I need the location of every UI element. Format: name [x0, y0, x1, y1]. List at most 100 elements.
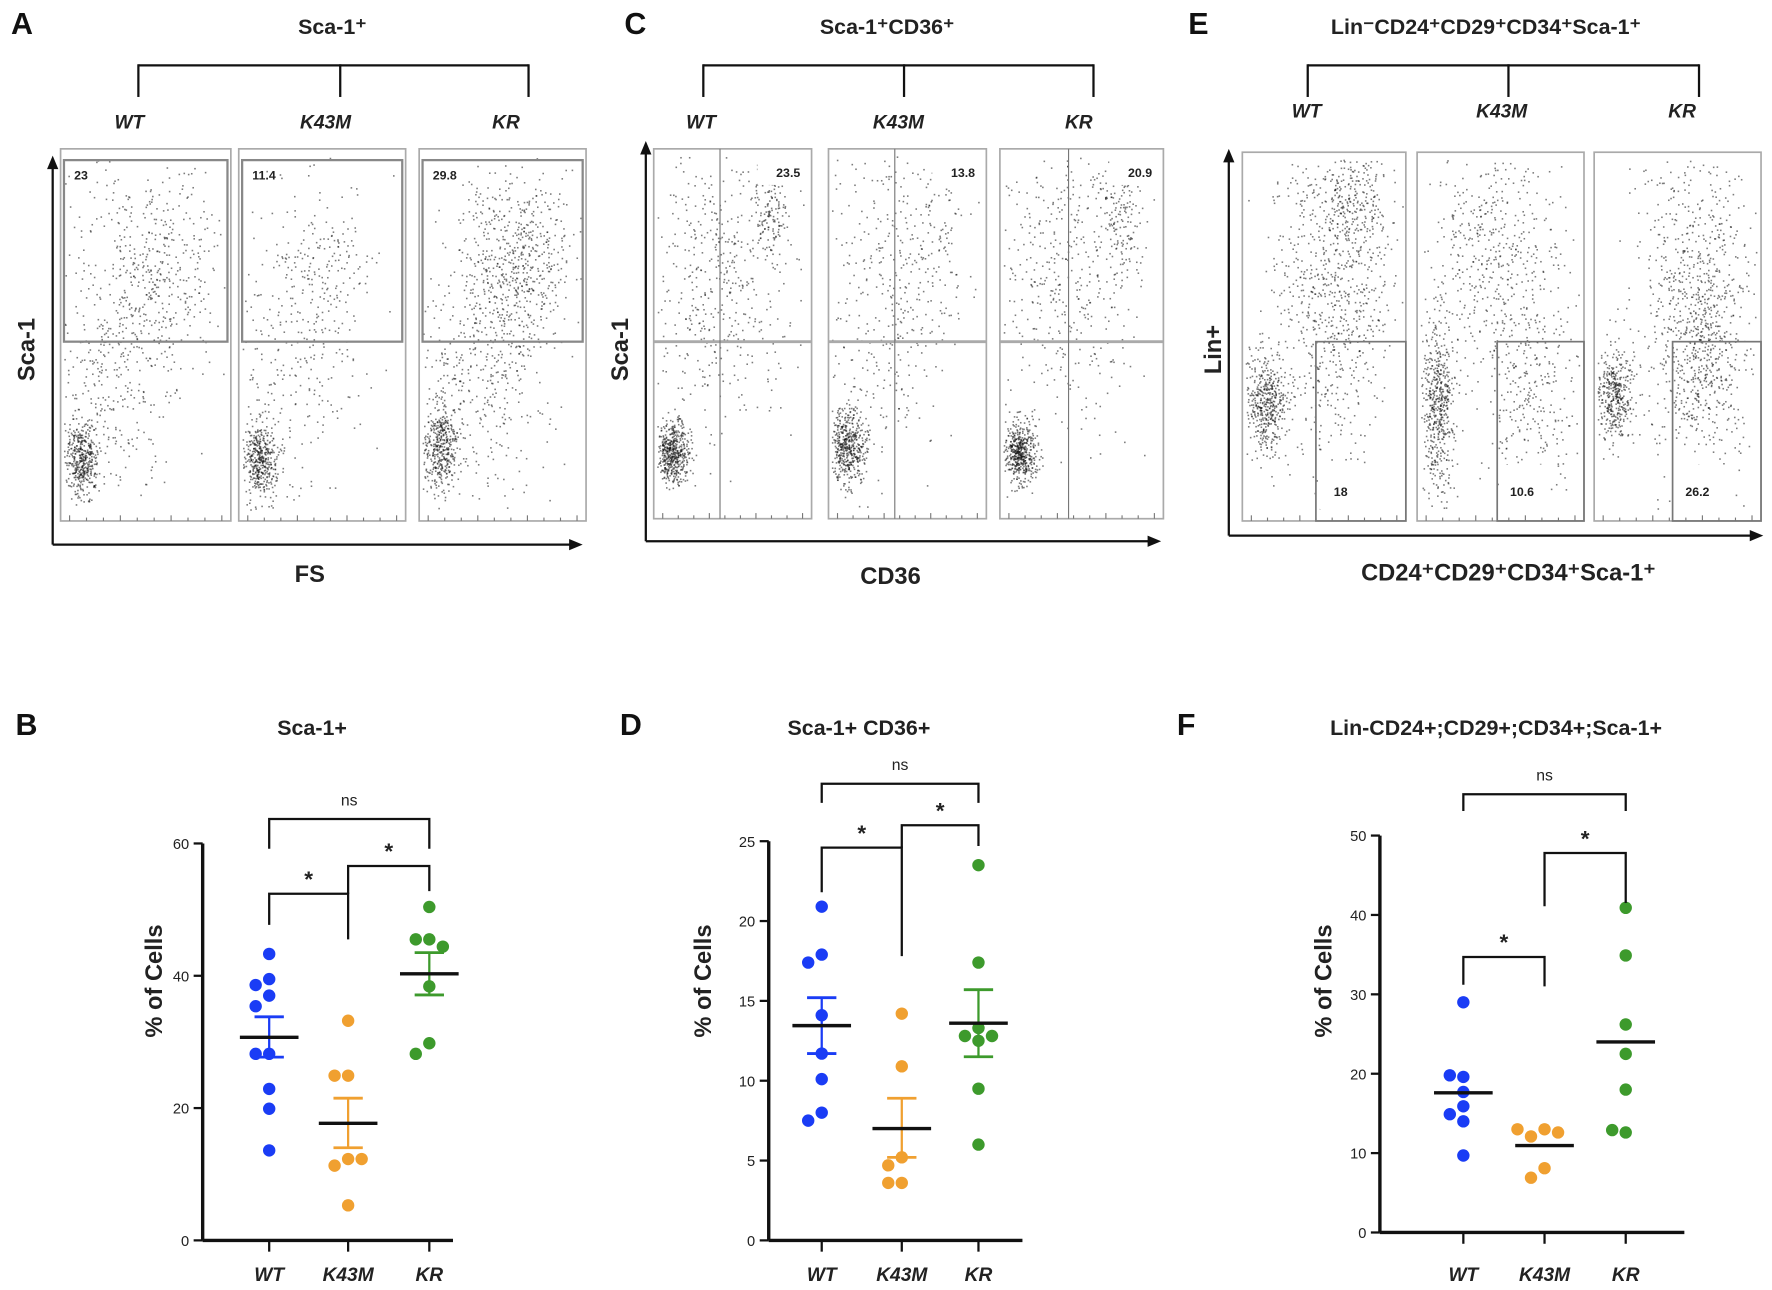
event-dot: [440, 437, 443, 439]
event-dot: [764, 191, 767, 194]
event-dot: [677, 465, 680, 468]
event-dot: [93, 361, 95, 364]
event-dot: [293, 285, 295, 288]
event-dot: [114, 442, 117, 445]
event-dot: [171, 293, 173, 296]
event-dot: [80, 437, 82, 439]
event-dot: [263, 440, 265, 442]
event-dot: [535, 195, 538, 197]
event-dot: [357, 268, 360, 270]
event-dot: [944, 284, 946, 286]
event-dot: [668, 464, 671, 467]
event-dot: [120, 353, 123, 355]
event-dot: [523, 230, 525, 233]
event-dot: [490, 254, 493, 257]
event-dot: [79, 487, 82, 490]
event-dot: [74, 431, 76, 434]
event-dot: [319, 245, 321, 247]
event-dot: [495, 198, 497, 201]
event-dot: [838, 436, 841, 438]
event-dot: [262, 464, 264, 467]
event-dot: [684, 472, 687, 475]
event-dot: [675, 345, 678, 347]
event-dot: [199, 245, 201, 248]
event-dot: [684, 267, 687, 270]
event-dot: [440, 309, 442, 311]
event-dot: [536, 158, 539, 160]
event-dot: [70, 498, 73, 500]
event-dot: [788, 215, 790, 218]
event-dot: [681, 421, 683, 423]
event-dot: [488, 289, 490, 292]
event-dot: [125, 271, 127, 274]
event-dot: [459, 402, 462, 405]
event-dot: [74, 474, 77, 477]
event-dot: [931, 241, 934, 243]
event-dot: [534, 188, 537, 191]
event-dot: [846, 454, 848, 457]
event-dot: [271, 451, 274, 454]
event-dot: [504, 165, 507, 167]
event-dot: [657, 311, 660, 314]
event-dot: [479, 320, 482, 322]
event-dot: [168, 337, 171, 340]
event-dot: [662, 435, 665, 437]
event-dot: [660, 460, 662, 462]
event-dot: [165, 326, 167, 329]
event-dot: [79, 496, 81, 499]
event-dot: [134, 310, 136, 312]
event-dot: [89, 461, 92, 463]
event-dot: [163, 481, 166, 484]
y-axis-arrow-icon: [640, 140, 652, 155]
event-dot: [502, 273, 504, 275]
event-dot: [183, 172, 186, 175]
event-dot: [490, 447, 492, 449]
event-dot: [125, 366, 128, 368]
event-dot: [668, 488, 671, 491]
event-dot: [757, 223, 759, 226]
event-dot: [83, 471, 85, 474]
event-dot: [669, 441, 671, 444]
event-dot: [511, 259, 513, 261]
event-dot: [447, 419, 449, 422]
event-dot: [683, 464, 685, 466]
event-dot: [204, 281, 206, 284]
event-dot: [255, 431, 257, 434]
event-dot: [838, 449, 840, 452]
event-dot: [113, 301, 115, 304]
event-dot: [179, 279, 182, 281]
event-dot: [680, 446, 683, 448]
event-dot: [505, 454, 508, 457]
event-dot: [437, 472, 439, 474]
event-dot: [731, 169, 733, 172]
event-dot: [660, 309, 663, 311]
event-dot: [704, 376, 706, 379]
event-dot: [674, 426, 676, 429]
event-dot: [267, 457, 270, 459]
event-dot: [247, 406, 250, 408]
event-dot: [659, 447, 661, 450]
event-dot: [666, 462, 669, 465]
event-dot: [119, 268, 122, 271]
event-dot: [489, 286, 491, 289]
event-dot: [679, 454, 681, 456]
panel-title: Sca-1⁺CD36⁺: [820, 15, 954, 39]
event-dot: [183, 292, 186, 295]
event-dot: [451, 479, 453, 481]
event-dot: [670, 464, 673, 467]
event-dot: [735, 171, 738, 173]
event-dot: [526, 300, 528, 302]
event-dot: [490, 438, 493, 441]
event-dot: [335, 287, 337, 290]
event-dot: [441, 396, 443, 398]
event-dot: [267, 450, 269, 453]
event-dot: [528, 236, 531, 239]
event-dot: [150, 270, 152, 272]
event-dot: [540, 190, 542, 192]
event-dot: [680, 481, 683, 483]
event-dot: [74, 493, 77, 496]
event-dot: [676, 443, 678, 446]
event-dot: [503, 370, 506, 373]
event-dot: [443, 399, 446, 402]
event-dot: [554, 301, 557, 304]
